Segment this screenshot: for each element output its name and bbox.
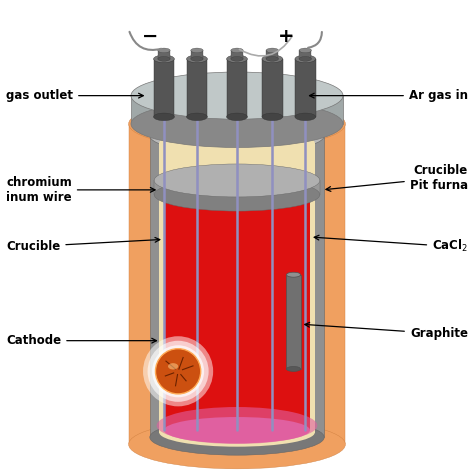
Ellipse shape: [299, 48, 311, 53]
Text: chromium
inum wire: chromium inum wire: [6, 176, 155, 204]
Bar: [295, 59, 316, 117]
Ellipse shape: [154, 55, 174, 63]
Ellipse shape: [227, 113, 247, 120]
Bar: [286, 275, 301, 369]
Ellipse shape: [262, 113, 283, 120]
Ellipse shape: [299, 56, 311, 61]
Ellipse shape: [147, 341, 209, 402]
Ellipse shape: [227, 55, 247, 63]
Ellipse shape: [158, 56, 170, 61]
Ellipse shape: [154, 164, 320, 197]
Ellipse shape: [164, 179, 310, 205]
Ellipse shape: [187, 113, 207, 120]
Ellipse shape: [168, 363, 178, 370]
Ellipse shape: [191, 56, 203, 61]
Ellipse shape: [155, 349, 201, 394]
Ellipse shape: [286, 366, 301, 372]
Bar: [299, 50, 311, 59]
Text: CaCl$_2$: CaCl$_2$: [314, 235, 468, 255]
Bar: [187, 59, 207, 117]
Text: Crucible
Pit furna: Crucible Pit furna: [326, 164, 468, 192]
Bar: [164, 192, 310, 430]
Ellipse shape: [266, 48, 278, 53]
Ellipse shape: [187, 55, 207, 63]
Bar: [213, 124, 261, 444]
Ellipse shape: [164, 179, 310, 205]
Text: Cathode: Cathode: [6, 334, 156, 347]
Ellipse shape: [154, 178, 320, 211]
Bar: [266, 50, 278, 59]
Ellipse shape: [295, 113, 316, 120]
Ellipse shape: [150, 419, 324, 455]
Bar: [227, 59, 247, 117]
Ellipse shape: [150, 118, 324, 154]
Bar: [128, 124, 346, 444]
Bar: [154, 59, 174, 117]
Text: Ar gas in: Ar gas in: [310, 89, 468, 102]
Bar: [191, 50, 203, 59]
Bar: [131, 96, 343, 124]
Ellipse shape: [131, 72, 343, 119]
Ellipse shape: [128, 420, 346, 469]
Bar: [158, 50, 170, 59]
Ellipse shape: [231, 48, 243, 53]
Ellipse shape: [266, 56, 278, 61]
Ellipse shape: [143, 336, 213, 406]
Ellipse shape: [231, 56, 243, 61]
Bar: [262, 59, 283, 117]
Ellipse shape: [295, 55, 316, 63]
Text: Crucible: Crucible: [6, 237, 160, 253]
Ellipse shape: [159, 419, 315, 447]
Bar: [185, 124, 279, 444]
Bar: [150, 136, 324, 438]
Ellipse shape: [154, 113, 174, 120]
Ellipse shape: [164, 417, 310, 443]
Ellipse shape: [152, 345, 204, 397]
Bar: [154, 181, 320, 195]
Text: −: −: [142, 27, 158, 46]
Ellipse shape: [156, 407, 318, 444]
Bar: [159, 143, 315, 433]
Ellipse shape: [191, 48, 203, 53]
Text: Graphite: Graphite: [305, 322, 468, 340]
Ellipse shape: [286, 272, 301, 277]
Bar: [231, 50, 243, 59]
Ellipse shape: [158, 48, 170, 53]
Ellipse shape: [128, 100, 346, 148]
Ellipse shape: [159, 128, 315, 157]
Ellipse shape: [131, 100, 343, 147]
Ellipse shape: [262, 55, 283, 63]
Text: +: +: [278, 27, 295, 46]
Text: gas outlet: gas outlet: [6, 89, 143, 102]
